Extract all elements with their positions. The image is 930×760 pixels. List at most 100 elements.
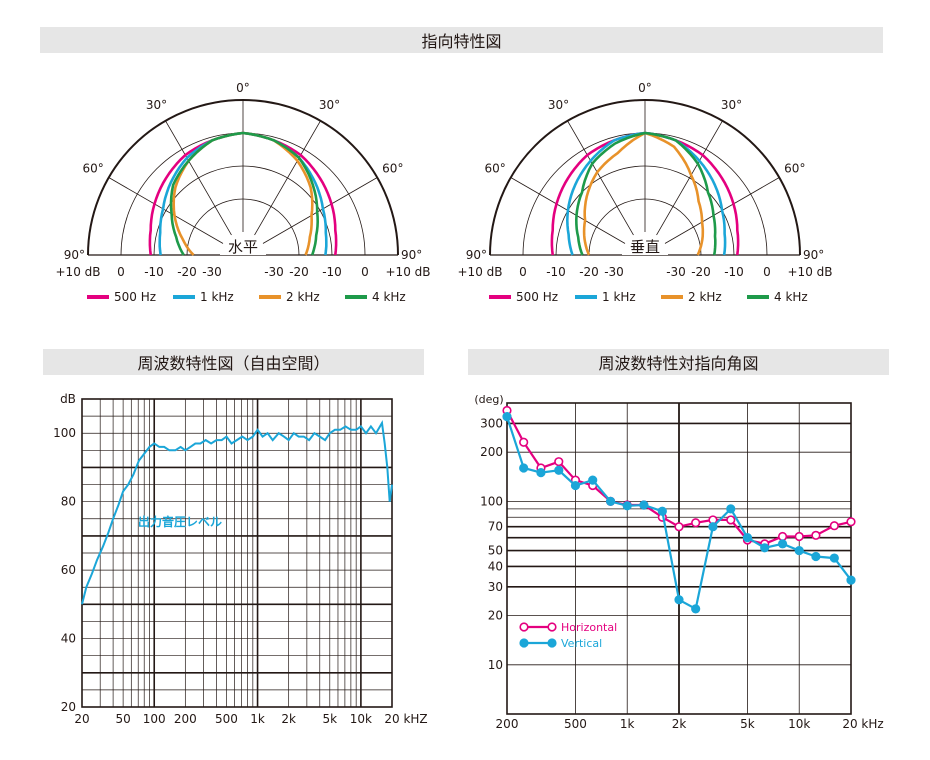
vertical-legend-label-0: 500 Hz — [516, 290, 558, 304]
vertical-angle-l30: 30° — [548, 98, 569, 112]
horizontal-db-label-7: -10 — [322, 265, 342, 279]
vertical-angle-0: 0° — [638, 81, 652, 95]
vertical-legend-label-3: 4 kHz — [774, 290, 808, 304]
title-freq-response: 周波数特性図（自由空間） — [137, 354, 330, 373]
bw-frame — [506, 402, 852, 715]
horizontal-angle-r60: 60° — [382, 162, 403, 176]
bw-x-tick: 2k — [672, 717, 687, 731]
horizontal-legend-label-0: 500 Hz — [114, 290, 156, 304]
horizontal-spoke — [262, 177, 378, 244]
bw-point-vertical — [588, 475, 598, 485]
bw-y-tick: 50 — [488, 544, 503, 558]
bw-point-horizontal — [829, 521, 839, 531]
horizontal-polar — [87, 99, 399, 256]
vertical-db-label-7: -10 — [724, 265, 744, 279]
title-band-freq-response: 周波数特性図（自由空間） — [43, 349, 424, 375]
bw-point-vertical — [846, 575, 856, 585]
horizontal-angle-l60: 60° — [83, 162, 104, 176]
bw-point-vertical — [674, 595, 684, 605]
bw-y-label: (deg) — [474, 393, 503, 406]
vertical-angle-r90: 90° — [803, 248, 824, 262]
fr-annotation: 出力音圧レベル — [138, 514, 222, 529]
bw-point-vertical — [760, 543, 770, 553]
bw-point-vertical — [605, 496, 616, 506]
bw-point-horizontal — [811, 530, 821, 540]
bw-point-horizontal — [726, 515, 736, 525]
horizontal-angle-l30: 30° — [146, 98, 167, 112]
fr-y-tick: 80 — [61, 495, 76, 509]
horizontal-db-label-5: -30 — [264, 265, 284, 279]
fr-frame — [81, 398, 393, 708]
fr-y-tick: 40 — [61, 632, 76, 646]
vertical-db-label-3: -20 — [579, 265, 599, 279]
horizontal-series-4khz — [169, 131, 320, 256]
fr-x-tick: 1k — [250, 712, 265, 726]
fr-x-tick: 100 — [143, 712, 166, 726]
horizontal-db-label-4: -30 — [202, 265, 222, 279]
bw-point-horizontal — [519, 437, 529, 447]
bw-point-vertical — [502, 412, 512, 422]
title-beamwidth: 周波数特性対指向角図 — [598, 354, 759, 373]
vertical-db-label-0: +10 dB — [458, 265, 503, 279]
bw-point-vertical — [708, 522, 718, 532]
bw-point-vertical — [639, 500, 649, 510]
horizontal-center-label: 水平 — [228, 238, 258, 256]
fr-x-tick: 20 — [74, 712, 89, 726]
bw-point-vertical — [829, 553, 839, 563]
bw-point-vertical — [811, 551, 821, 562]
bw-point-horizontal — [777, 531, 788, 542]
vertical-db-label-6: -20 — [691, 265, 711, 279]
bw-y-tick: 100 — [480, 494, 503, 508]
fr-x-tick: 2k — [281, 712, 296, 726]
horizontal-center-cap — [220, 232, 266, 255]
horizontal-spoke — [254, 120, 321, 236]
vertical-angle-l60: 60° — [485, 162, 506, 176]
vertical-center-cap — [622, 232, 668, 255]
vertical-polar — [489, 99, 801, 256]
bw-x-tick: 200 — [496, 717, 519, 731]
horizontal-legend-label-3: 4 kHz — [372, 290, 406, 304]
bw-x-tick: 1k — [620, 717, 635, 731]
fr-x-tick: 10k — [350, 712, 372, 726]
vertical-legend-label-1: 1 kHz — [602, 290, 636, 304]
horizontal-db-label-1: 0 — [117, 265, 125, 279]
fr-y-tick: 60 — [61, 563, 76, 577]
fr-y-tick: 20 — [61, 700, 76, 714]
vertical-center-label: 垂直 — [630, 238, 660, 256]
vertical-db-label-8: 0 — [763, 265, 771, 279]
bw-y-tick: 300 — [480, 416, 503, 430]
bw-point-vertical — [570, 480, 581, 491]
horizontal-db-label-0: +10 dB — [56, 265, 101, 279]
fr-series-line — [81, 419, 393, 605]
bw-legend-marker-1 — [547, 638, 557, 648]
bw-y-tick: 30 — [488, 580, 503, 594]
horizontal-legend-label-1: 1 kHz — [200, 290, 234, 304]
horizontal-db-label-3: -20 — [177, 265, 197, 279]
horizontal-db-label-8: 0 — [361, 265, 369, 279]
bw-point-horizontal — [691, 518, 701, 528]
fr-x-tick: 20 kHZ — [384, 712, 427, 726]
bw-point-vertical — [726, 504, 736, 514]
bw-y-tick: 40 — [488, 559, 503, 573]
vertical-db-label-2: -10 — [546, 265, 566, 279]
horizontal-angle-r30: 30° — [319, 98, 340, 112]
horizontal-angle-l90: 90° — [64, 248, 85, 262]
bw-point-vertical — [622, 501, 632, 511]
bw-point-vertical — [794, 545, 804, 556]
bw-x-tick: 500 — [564, 717, 587, 731]
vertical-angle-r60: 60° — [784, 162, 805, 176]
bw-legend-label-0: Horizontal — [561, 621, 617, 634]
bw-point-vertical — [742, 533, 753, 543]
vertical-spoke — [567, 120, 634, 236]
bw-y-tick: 20 — [488, 609, 503, 623]
horizontal-angle-0: 0° — [236, 81, 250, 95]
bw-y-tick: 10 — [488, 658, 503, 672]
bw-point-horizontal — [846, 517, 856, 527]
bw-point-vertical — [777, 539, 788, 549]
horizontal-angle-r90: 90° — [401, 248, 422, 262]
bw-point-horizontal — [794, 531, 804, 542]
bw-point-vertical — [519, 463, 529, 473]
bw-y-tick: 70 — [488, 520, 503, 534]
horizontal-legend-label-2: 2 kHz — [286, 290, 320, 304]
bw-legend-label-1: Vertical — [561, 637, 602, 650]
